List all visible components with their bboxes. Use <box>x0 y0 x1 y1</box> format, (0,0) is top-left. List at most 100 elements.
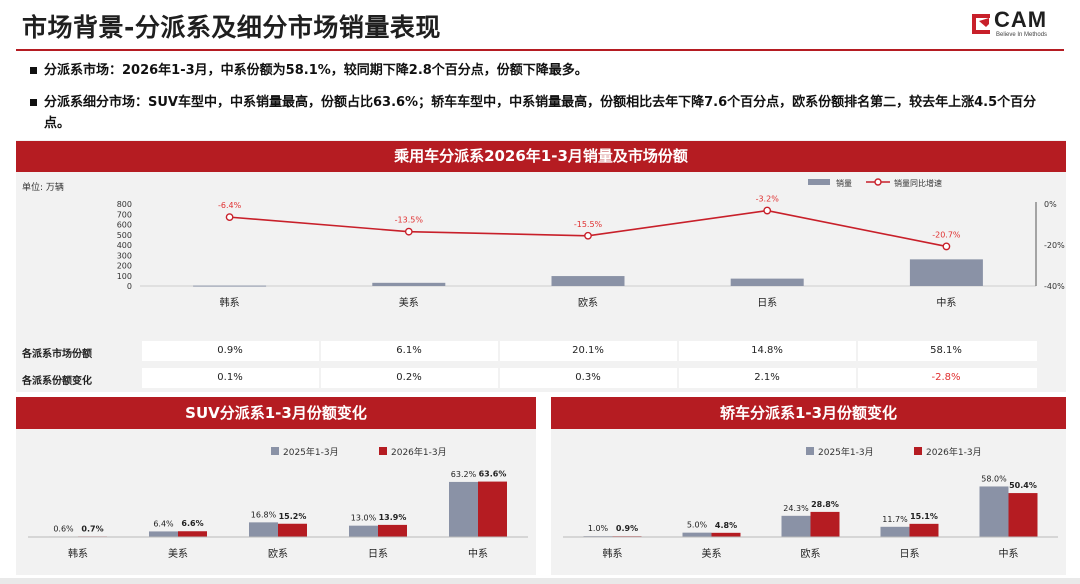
table-cell-divider <box>677 341 679 361</box>
table-cell-divider <box>677 368 679 388</box>
y-left-tick-label: 100 <box>117 272 132 281</box>
share-bar <box>149 531 178 537</box>
y-right-tick-label: -20% <box>1044 241 1065 250</box>
change-row-bg <box>142 368 1037 388</box>
share-cell: 6.1% <box>396 345 422 356</box>
x-category-label: 中系 <box>999 547 1019 560</box>
table-cell-divider <box>498 341 500 361</box>
share-data-label: 0.6% <box>53 524 74 533</box>
share-data-label: 6.4% <box>153 519 174 528</box>
change-cell: 2.1% <box>754 372 780 383</box>
share-bar <box>1008 493 1038 537</box>
x-category-label: 中系 <box>936 296 956 309</box>
bullet-2-text: 分派系细分市场：SUV车型中，中系销量最高，份额占比63.6%；轿车车型中，中系… <box>44 95 1037 131</box>
share-bar <box>478 481 507 537</box>
growth-point <box>942 242 951 251</box>
x-category-label: 美系 <box>702 547 722 560</box>
x-category-label: 欧系 <box>268 548 288 560</box>
share-bar <box>178 531 207 537</box>
y-left-tick-label: 300 <box>117 251 132 260</box>
growth-data-label: -3.2% <box>756 195 780 204</box>
x-category-label: 韩系 <box>68 547 88 560</box>
x-category-label: 美系 <box>399 296 419 309</box>
share-data-label: 13.9% <box>379 513 407 522</box>
share-data-label: 24.3% <box>783 504 809 513</box>
share-data-label: 50.4% <box>1009 481 1037 490</box>
growth-point <box>584 231 592 240</box>
legend-label: 2026年1-3月 <box>926 446 982 458</box>
share-bar <box>349 525 378 537</box>
legend-swatch <box>914 447 922 455</box>
x-category-label: 日系 <box>368 548 388 560</box>
legend-label: 2025年1-3月 <box>283 446 339 458</box>
growth-point <box>763 206 772 215</box>
share-row-bg <box>142 341 1037 361</box>
y-left-tick-label: 200 <box>117 262 132 271</box>
y-right-tick-label: 0% <box>1044 200 1057 209</box>
share-bar <box>810 511 840 537</box>
share-bar <box>909 523 939 537</box>
change-cell: 0.2% <box>396 372 422 383</box>
logo-subtitle: Believe In Methods <box>996 32 1048 38</box>
share-data-label: 28.8% <box>811 500 839 509</box>
share-bar <box>278 523 307 537</box>
sales-bar <box>193 285 267 287</box>
share-bar <box>711 532 741 537</box>
share-bar <box>979 486 1009 537</box>
y-left-tick-label: 500 <box>117 231 132 240</box>
x-category-label: 美系 <box>168 547 188 560</box>
growth-point <box>404 227 413 236</box>
x-category-label: 韩系 <box>220 296 240 309</box>
sales-bar <box>372 282 446 286</box>
table-cell-divider <box>319 368 321 388</box>
cam-logo: CAM Believe In Methods <box>972 7 1066 44</box>
share-data-label: 63.6% <box>479 470 507 479</box>
share-data-label: 13.0% <box>351 514 377 523</box>
y-left-tick-label: 0 <box>127 282 132 291</box>
change-cell: -2.8% <box>931 372 961 383</box>
share-row-label: 各派系市场份额 <box>22 349 92 360</box>
legend-line-marker <box>874 178 882 186</box>
share-bar <box>781 515 811 537</box>
sedan-chart-banner: 轿车分派系1-3月份额变化 <box>551 397 1066 429</box>
share-data-label: 16.8% <box>251 510 277 519</box>
growth-data-label: -6.4% <box>218 201 242 210</box>
x-category-label: 日系 <box>757 297 777 309</box>
logo-text: CAM <box>994 7 1048 32</box>
legend-label: 2026年1-3月 <box>391 446 447 458</box>
sales-bar <box>551 276 625 286</box>
x-category-label: 欧系 <box>578 297 598 309</box>
share-bar <box>880 526 910 537</box>
legend-label: 2025年1-3月 <box>818 446 874 458</box>
growth-data-label: -20.7% <box>932 230 961 239</box>
table-cell-divider <box>498 368 500 388</box>
cam-logo-mark-icon <box>972 14 990 34</box>
y-left-tick-label: 700 <box>117 210 132 219</box>
growth-data-label: -13.5% <box>395 216 424 225</box>
x-category-label: 韩系 <box>603 547 623 560</box>
share-bar <box>378 524 407 537</box>
x-category-label: 日系 <box>900 548 920 560</box>
suv-chart-banner: SUV分派系1-3月份额变化 <box>16 397 536 429</box>
growth-point <box>225 213 234 222</box>
share-data-label: 58.0% <box>981 474 1007 483</box>
sales-bar <box>909 259 983 286</box>
bullet-square-icon <box>30 99 37 106</box>
share-data-label: 11.7% <box>882 515 908 524</box>
share-bar <box>249 522 278 537</box>
x-category-label: 中系 <box>468 547 488 560</box>
share-bar <box>449 481 478 537</box>
share-data-label: 0.9% <box>616 524 638 533</box>
share-data-label: 5.0% <box>687 521 708 530</box>
share-data-label: 15.2% <box>279 512 307 521</box>
share-data-label: 1.0% <box>588 524 609 533</box>
share-data-label: 15.1% <box>910 512 938 521</box>
legend-swatch <box>271 447 279 455</box>
legend-swatch <box>806 447 814 455</box>
table-cell-divider <box>856 341 858 361</box>
y-left-tick-label: 600 <box>117 221 132 230</box>
legend-bar-swatch <box>808 179 830 185</box>
share-data-label: 0.7% <box>81 524 103 533</box>
bullet-1-text: 分派系市场：2026年1-3月，中系份额为58.1%，较同期下降2.8个百分点，… <box>44 63 588 78</box>
